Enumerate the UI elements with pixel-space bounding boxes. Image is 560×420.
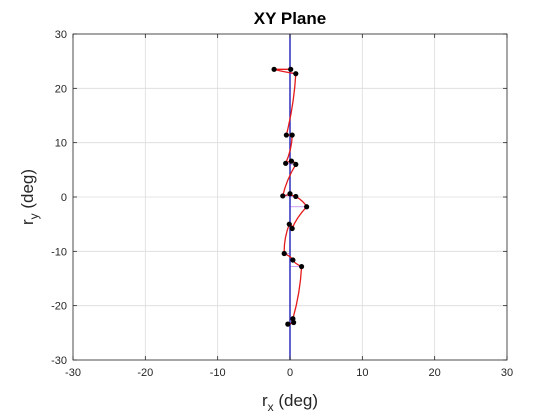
x-axis-label: rx (deg) <box>262 391 318 414</box>
data-point <box>293 71 299 77</box>
y-tick-label: 30 <box>55 29 67 41</box>
data-point <box>298 263 305 270</box>
y-tick-label: 0 <box>61 192 67 204</box>
x-axis-label-sub: x <box>268 400 274 414</box>
x-tick-label: 10 <box>356 367 368 379</box>
chart-title: XY Plane <box>254 9 326 28</box>
data-point <box>288 66 294 72</box>
data-point <box>293 161 299 167</box>
y-tick-label: 10 <box>55 138 67 150</box>
data-point <box>288 158 295 164</box>
data-point <box>286 221 292 227</box>
data-point <box>283 132 289 138</box>
y-tick-label: 20 <box>55 83 67 95</box>
x-axis-label-unit: (deg) <box>274 391 318 410</box>
y-axis-label: ry (deg) <box>18 169 41 225</box>
y-axis-label-unit: (deg) <box>18 169 37 213</box>
x-tick-label: -30 <box>65 367 81 379</box>
data-point <box>290 257 296 263</box>
data-point <box>287 191 293 197</box>
data-point <box>289 132 295 138</box>
axis-ticks: -30 -20 -10 0 10 20 30 -30 -20 -10 0 10 20 30 <box>51 29 513 379</box>
x-tick-label: 0 <box>287 367 293 379</box>
data-point <box>271 66 277 72</box>
y-tick-label: -20 <box>51 301 67 313</box>
y-tick-label: -10 <box>51 246 67 258</box>
x-tick-label: -10 <box>210 367 226 379</box>
x-tick-label: 20 <box>429 367 441 379</box>
x-axis-label-base: r <box>262 391 268 410</box>
y-tick-label: -30 <box>51 355 67 367</box>
data-point <box>293 193 299 200</box>
data-point <box>281 250 287 257</box>
plot-area <box>271 34 310 360</box>
x-tick-label: -20 <box>137 367 153 379</box>
y-axis-label-base: r <box>18 219 37 225</box>
data-point <box>304 204 310 210</box>
data-point <box>283 160 289 166</box>
data-point <box>291 319 297 326</box>
y-axis-label-sub: y <box>27 213 41 219</box>
data-point <box>289 225 295 232</box>
data-point <box>280 193 286 199</box>
data-point <box>285 321 291 327</box>
x-tick-label: 30 <box>501 367 513 379</box>
